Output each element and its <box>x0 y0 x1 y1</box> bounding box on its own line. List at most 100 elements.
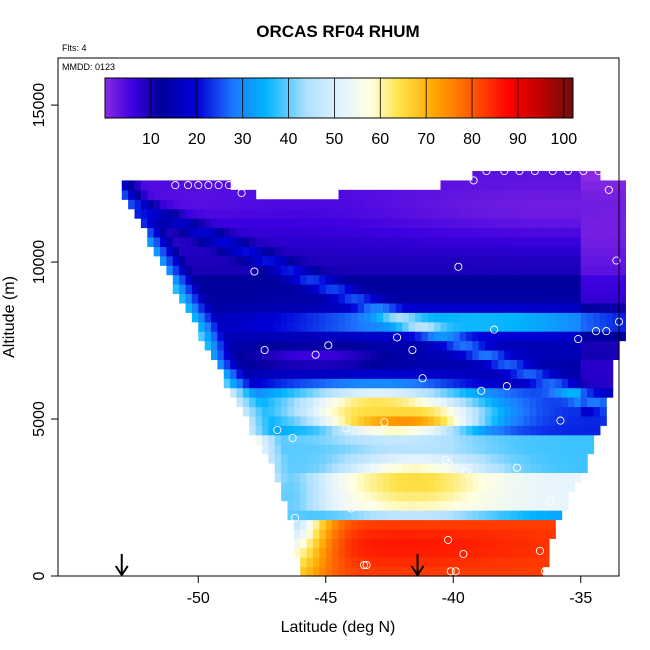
colorbar-segment <box>442 78 446 118</box>
heatmap-cell <box>249 246 257 257</box>
heatmap-cell <box>542 547 550 558</box>
heatmap-cell <box>408 434 416 445</box>
heatmap-cell <box>415 236 422 247</box>
heatmap-cell <box>421 199 429 210</box>
heatmap-cell <box>211 293 218 304</box>
heatmap-cell <box>300 462 308 473</box>
heatmap-cell <box>255 397 263 408</box>
heatmap-cell <box>504 406 512 417</box>
heatmap-cell <box>319 415 327 426</box>
heatmap-cell <box>599 218 607 229</box>
heatmap-cell <box>230 378 238 389</box>
heatmap-cell <box>351 406 359 417</box>
heatmap-cell <box>491 208 499 219</box>
heatmap-cell <box>466 293 473 304</box>
heatmap-cell <box>415 331 422 342</box>
heatmap-cell <box>357 274 365 285</box>
heatmap-cell <box>523 444 531 455</box>
heatmap-cell <box>268 208 276 219</box>
heatmap-cell <box>325 519 333 530</box>
heatmap-cell <box>568 180 575 191</box>
heatmap-cell <box>491 566 499 577</box>
heatmap-cell <box>453 246 461 257</box>
heatmap-cell <box>478 453 486 464</box>
heatmap-cell <box>523 255 531 266</box>
heatmap-cell <box>160 227 167 238</box>
heatmap-cell <box>574 472 582 483</box>
heatmap-cell <box>427 491 435 502</box>
heatmap-cell <box>389 227 397 238</box>
heatmap-cell <box>255 236 263 247</box>
heatmap-cell <box>255 425 263 436</box>
heatmap-cell <box>517 566 524 577</box>
heatmap-cell <box>313 284 320 295</box>
heatmap-cell <box>230 208 238 219</box>
heatmap-cell <box>179 293 187 304</box>
heatmap-cell <box>459 472 467 483</box>
heatmap-cell <box>281 227 289 238</box>
heatmap-cell <box>351 566 359 577</box>
heatmap-cell <box>313 566 320 577</box>
heatmap-cell <box>491 171 499 182</box>
heatmap-cell <box>287 491 295 502</box>
heatmap-cell <box>536 180 544 191</box>
heatmap-cell <box>466 340 473 351</box>
heatmap-cell <box>497 293 505 304</box>
heatmap-cell <box>395 397 403 408</box>
heatmap-cell <box>344 434 352 445</box>
heatmap-cell <box>389 274 397 285</box>
heatmap-cell <box>491 246 499 257</box>
heatmap-cell <box>211 218 218 229</box>
heatmap-cell <box>236 274 244 285</box>
heatmap-cell <box>440 359 448 370</box>
heatmap-cell <box>364 434 371 445</box>
heatmap-cell <box>242 293 250 304</box>
heatmap-cell <box>370 538 378 549</box>
heatmap-cell <box>446 566 454 577</box>
heatmap-cell <box>402 491 410 502</box>
heatmap-cell <box>478 284 486 295</box>
heatmap-cell <box>281 349 289 360</box>
heatmap-cell <box>306 331 314 342</box>
heatmap-cell <box>383 453 391 464</box>
heatmap-cell <box>568 218 575 229</box>
heatmap-cell <box>548 180 556 191</box>
heatmap-cell <box>529 218 537 229</box>
heatmap-cell <box>459 312 467 323</box>
heatmap-cell <box>293 434 301 445</box>
heatmap-cell <box>191 293 199 304</box>
heatmap-cell <box>497 415 505 426</box>
heatmap-cell <box>555 246 563 257</box>
colorbar-segment <box>511 78 514 118</box>
heatmap-cell <box>599 227 607 238</box>
heatmap-cell <box>287 208 295 219</box>
heatmap-cell <box>211 284 218 295</box>
heatmap-cell <box>619 265 626 276</box>
colorbar-segment <box>524 78 528 118</box>
heatmap-cell <box>211 236 218 247</box>
heatmap-cell <box>313 415 320 426</box>
x-tick-label: -50 <box>187 590 210 607</box>
heatmap-cell <box>485 378 493 389</box>
heatmap-cell <box>504 218 512 229</box>
heatmap-cell <box>478 218 486 229</box>
heatmap-cell <box>344 462 352 473</box>
colorbar-segment <box>146 78 150 118</box>
heatmap-cell <box>555 218 563 229</box>
heatmap-cell <box>274 472 282 483</box>
heatmap-cell <box>421 349 429 360</box>
heatmap-cell <box>555 274 563 285</box>
heatmap-cell <box>440 462 448 473</box>
heatmap-cell <box>415 453 422 464</box>
heatmap-cell <box>402 547 410 558</box>
heatmap-cell <box>293 500 301 511</box>
heatmap-cell <box>472 500 480 511</box>
heatmap-cell <box>440 284 448 295</box>
heatmap-cell <box>191 255 199 266</box>
heatmap-cell <box>351 208 359 219</box>
heatmap-cell <box>504 425 512 436</box>
heatmap-cell <box>300 284 308 295</box>
heatmap-cell <box>440 434 448 445</box>
heatmap-cell <box>446 547 454 558</box>
heatmap-cell <box>300 312 308 323</box>
